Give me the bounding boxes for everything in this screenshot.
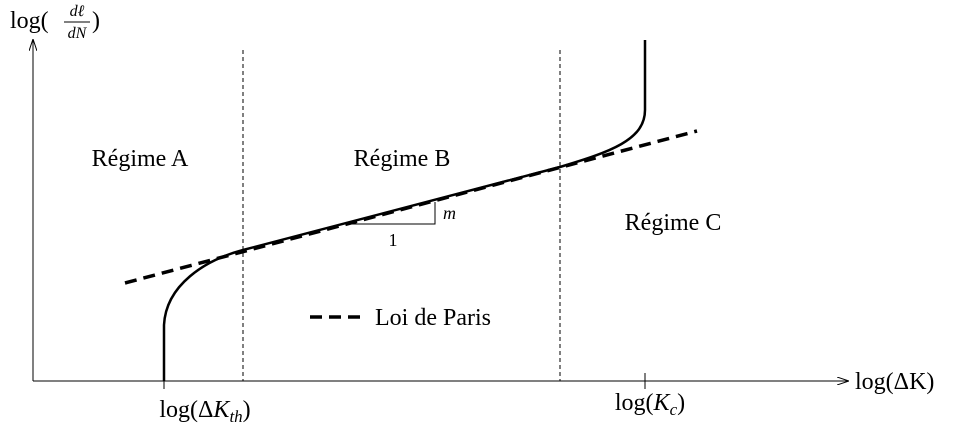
slope-run: 1: [389, 230, 398, 250]
y-label-denominator: dN: [68, 25, 88, 42]
slope-rise: m: [443, 203, 456, 223]
x-tick-label: log(ΔKth): [159, 397, 250, 426]
y-label-suffix: ): [92, 8, 100, 34]
tick-part: K: [212, 397, 231, 423]
tick-part: log(: [615, 390, 654, 416]
slope-triangle: [350, 202, 436, 225]
regime-label: Régime C: [625, 210, 722, 236]
tick-sub: c: [670, 400, 678, 419]
tick-close: ): [677, 390, 685, 416]
y-label-prefix: log(: [10, 8, 49, 34]
y-label-numerator: dℓ: [70, 3, 85, 20]
tick-part: K: [653, 390, 672, 416]
legend-label: Loi de Paris: [375, 305, 491, 331]
tick-sub: th: [229, 407, 242, 426]
tick-base: log(K: [615, 390, 672, 416]
y-axis-label: log(: [10, 8, 49, 34]
tick-close: ): [243, 397, 251, 423]
tick-part: log(Δ: [159, 397, 213, 423]
x-axis-label: log(ΔK): [855, 369, 934, 395]
regime-label: Régime A: [92, 146, 189, 172]
x-tick-label: log(Kc): [615, 390, 685, 419]
curve: [162, 40, 647, 381]
regime-label: Régime B: [354, 146, 451, 172]
tick-base: log(ΔK: [159, 397, 231, 423]
